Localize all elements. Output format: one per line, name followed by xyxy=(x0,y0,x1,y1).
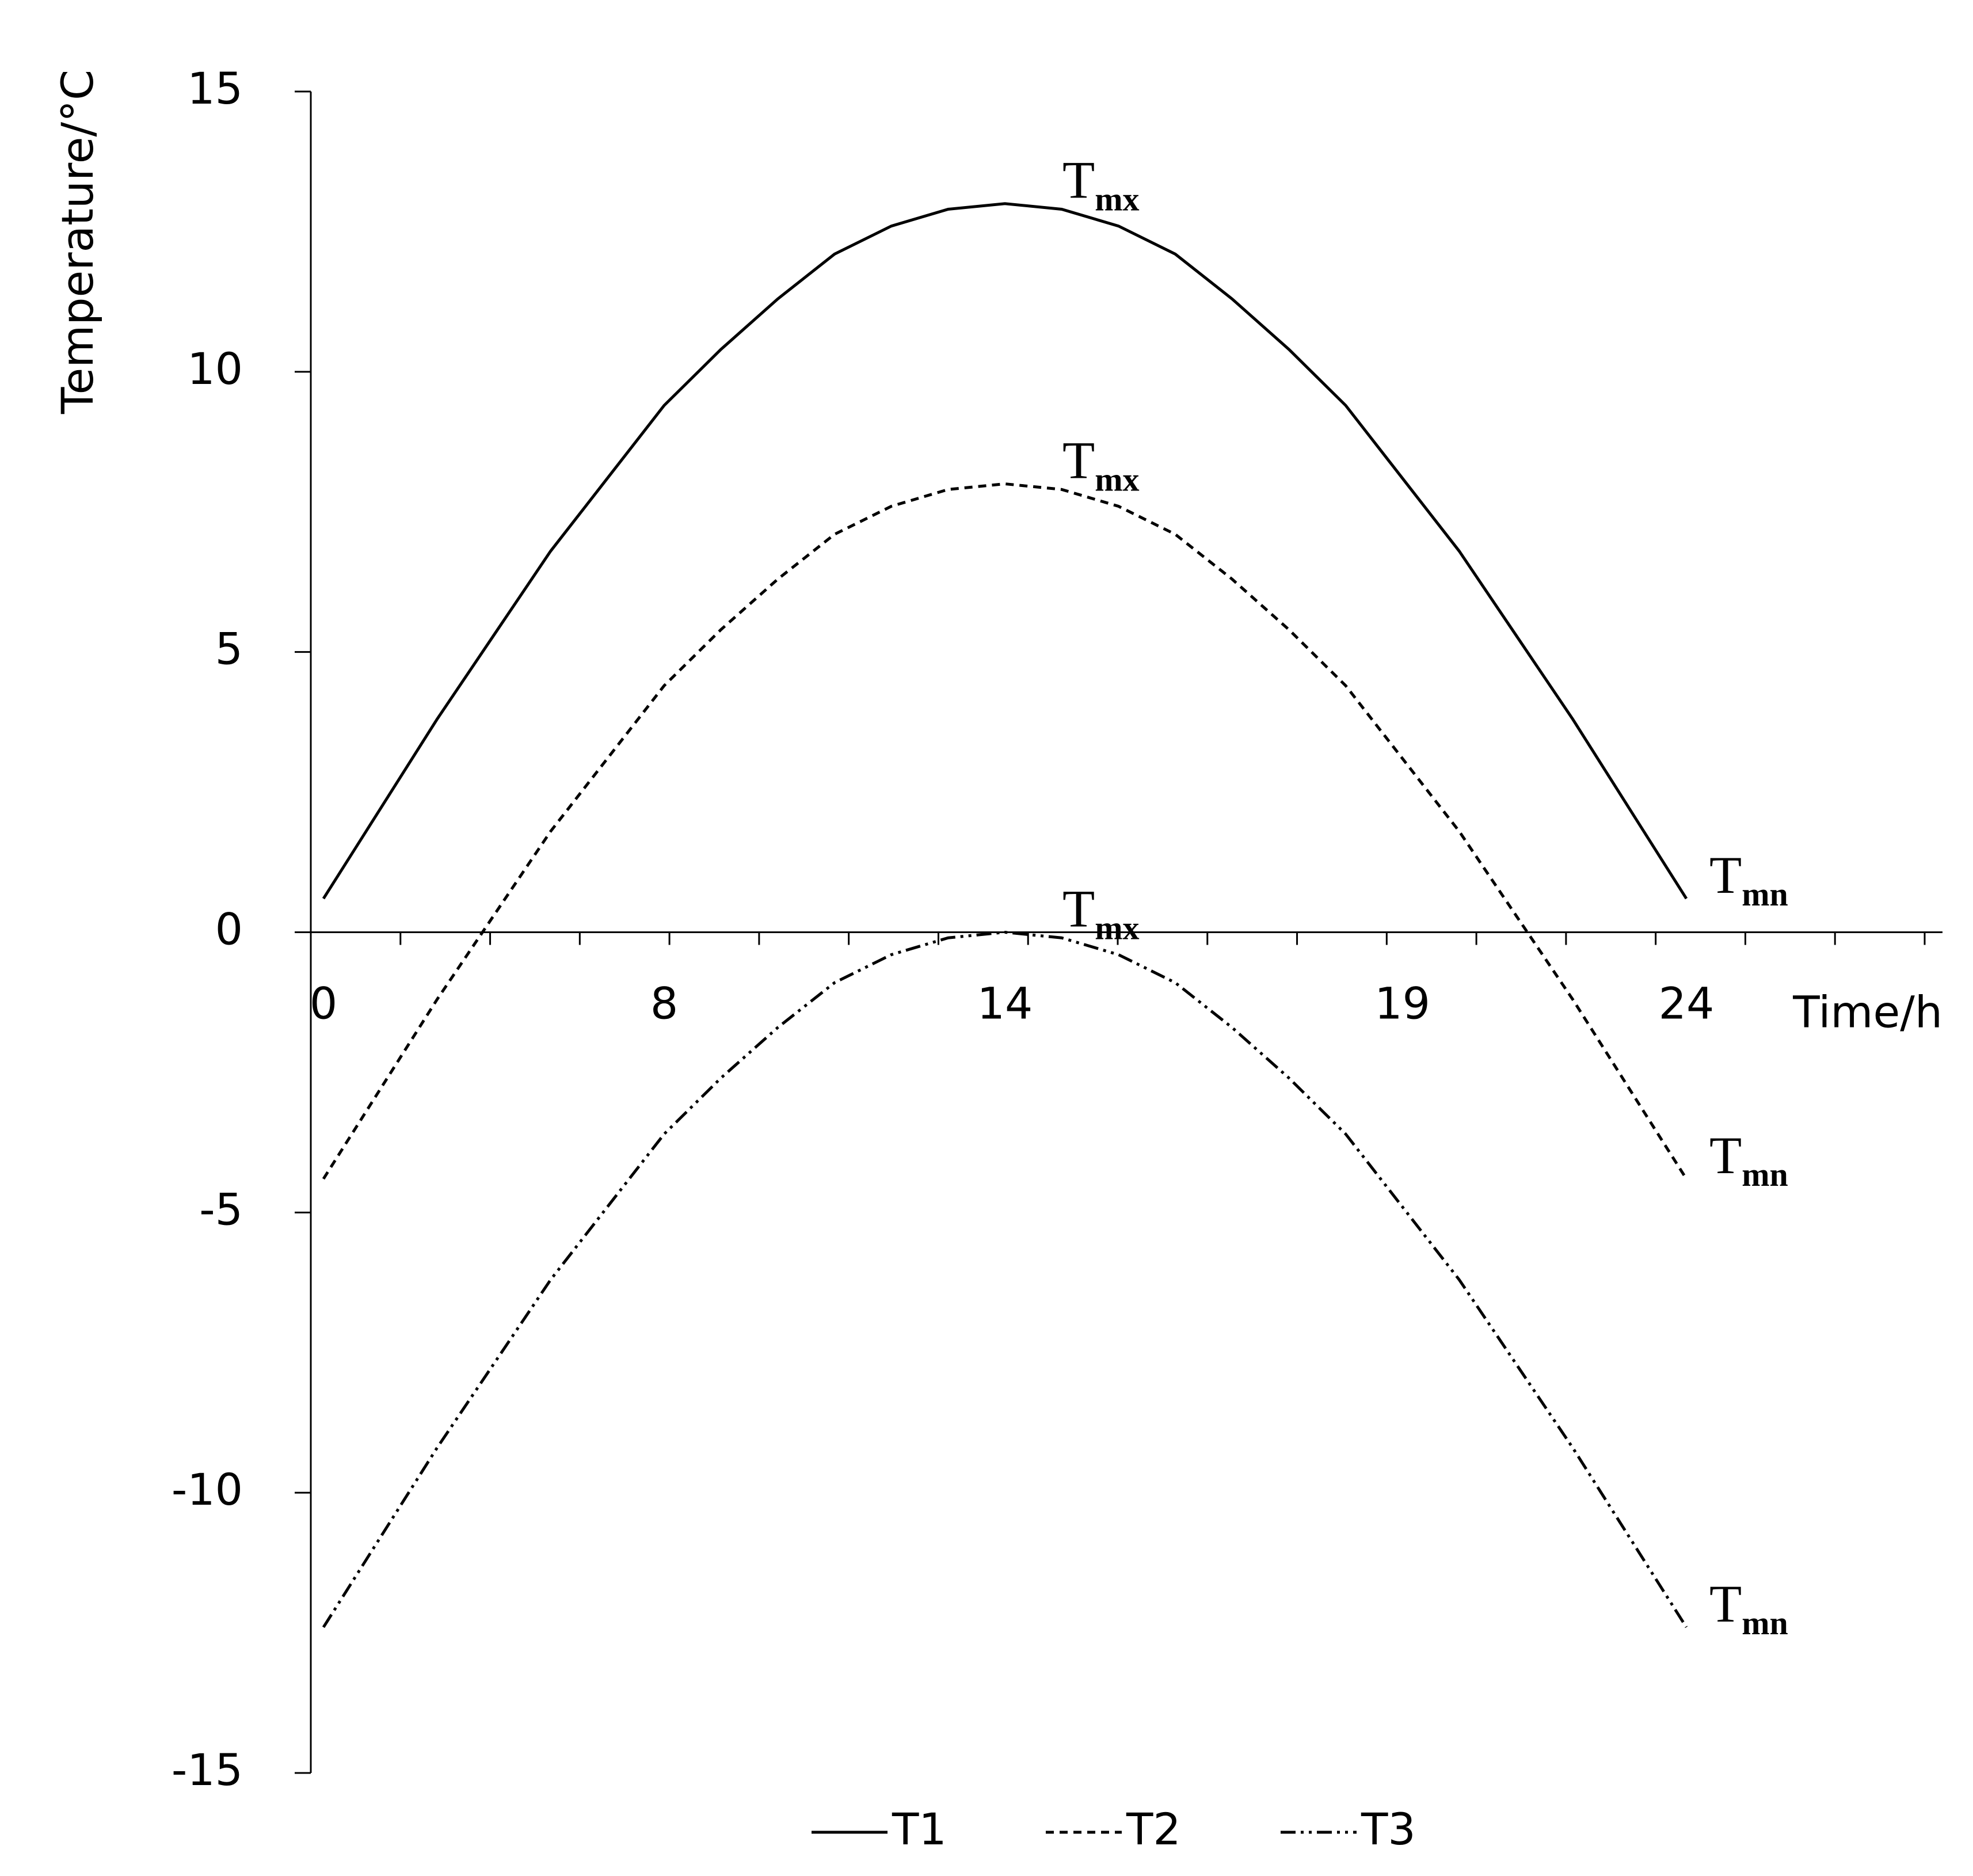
annotation-subscript: mn xyxy=(1742,1156,1788,1193)
x-tick-label: 19 xyxy=(1374,978,1430,1029)
annotation-subscript: mx xyxy=(1095,461,1139,499)
y-tick-label: 0 xyxy=(215,903,243,954)
y-tick-label: -15 xyxy=(172,1744,243,1795)
annotation-subscript: mx xyxy=(1095,910,1139,947)
annotation-subscript: mn xyxy=(1742,876,1788,913)
y-axis-label: Temperature/°C xyxy=(52,70,103,414)
series-line xyxy=(322,202,1688,900)
annotation-subscript: mn xyxy=(1742,1604,1788,1642)
x-tick-label: 8 xyxy=(650,978,678,1029)
annotation-text: T xyxy=(1709,846,1742,904)
annotation: Tmx xyxy=(1062,431,1140,499)
y-tick-label: 5 xyxy=(215,623,243,675)
annotation-text: T xyxy=(1062,431,1095,490)
annotation: Tmn xyxy=(1709,1574,1788,1642)
x-tick-label: 0 xyxy=(310,978,337,1029)
y-tick-label: -5 xyxy=(199,1184,243,1235)
series-line xyxy=(322,930,1688,1628)
y-tick-label: 15 xyxy=(187,63,243,114)
annotation: Tmx xyxy=(1062,151,1140,218)
series-line xyxy=(322,482,1688,1180)
x-axis-label: Time/h xyxy=(1792,987,1942,1038)
x-tick-label: 24 xyxy=(1659,978,1715,1029)
annotation-text: T xyxy=(1709,1126,1742,1185)
annotation: Tmn xyxy=(1709,846,1788,913)
x-tick-label: 14 xyxy=(977,978,1033,1029)
annotation-text: T xyxy=(1062,880,1095,938)
annotation-subscript: mx xyxy=(1095,181,1139,218)
annotation-text: T xyxy=(1709,1574,1742,1633)
annotation: Tmx xyxy=(1062,880,1140,947)
legend-label: T1 xyxy=(892,1803,947,1855)
annotation-text: T xyxy=(1062,151,1095,210)
y-tick-label: -10 xyxy=(172,1464,243,1515)
legend-label: T3 xyxy=(1361,1803,1416,1855)
annotation: Tmn xyxy=(1709,1126,1788,1193)
y-tick-label: 10 xyxy=(187,343,243,394)
legend-label: T2 xyxy=(1126,1803,1181,1855)
